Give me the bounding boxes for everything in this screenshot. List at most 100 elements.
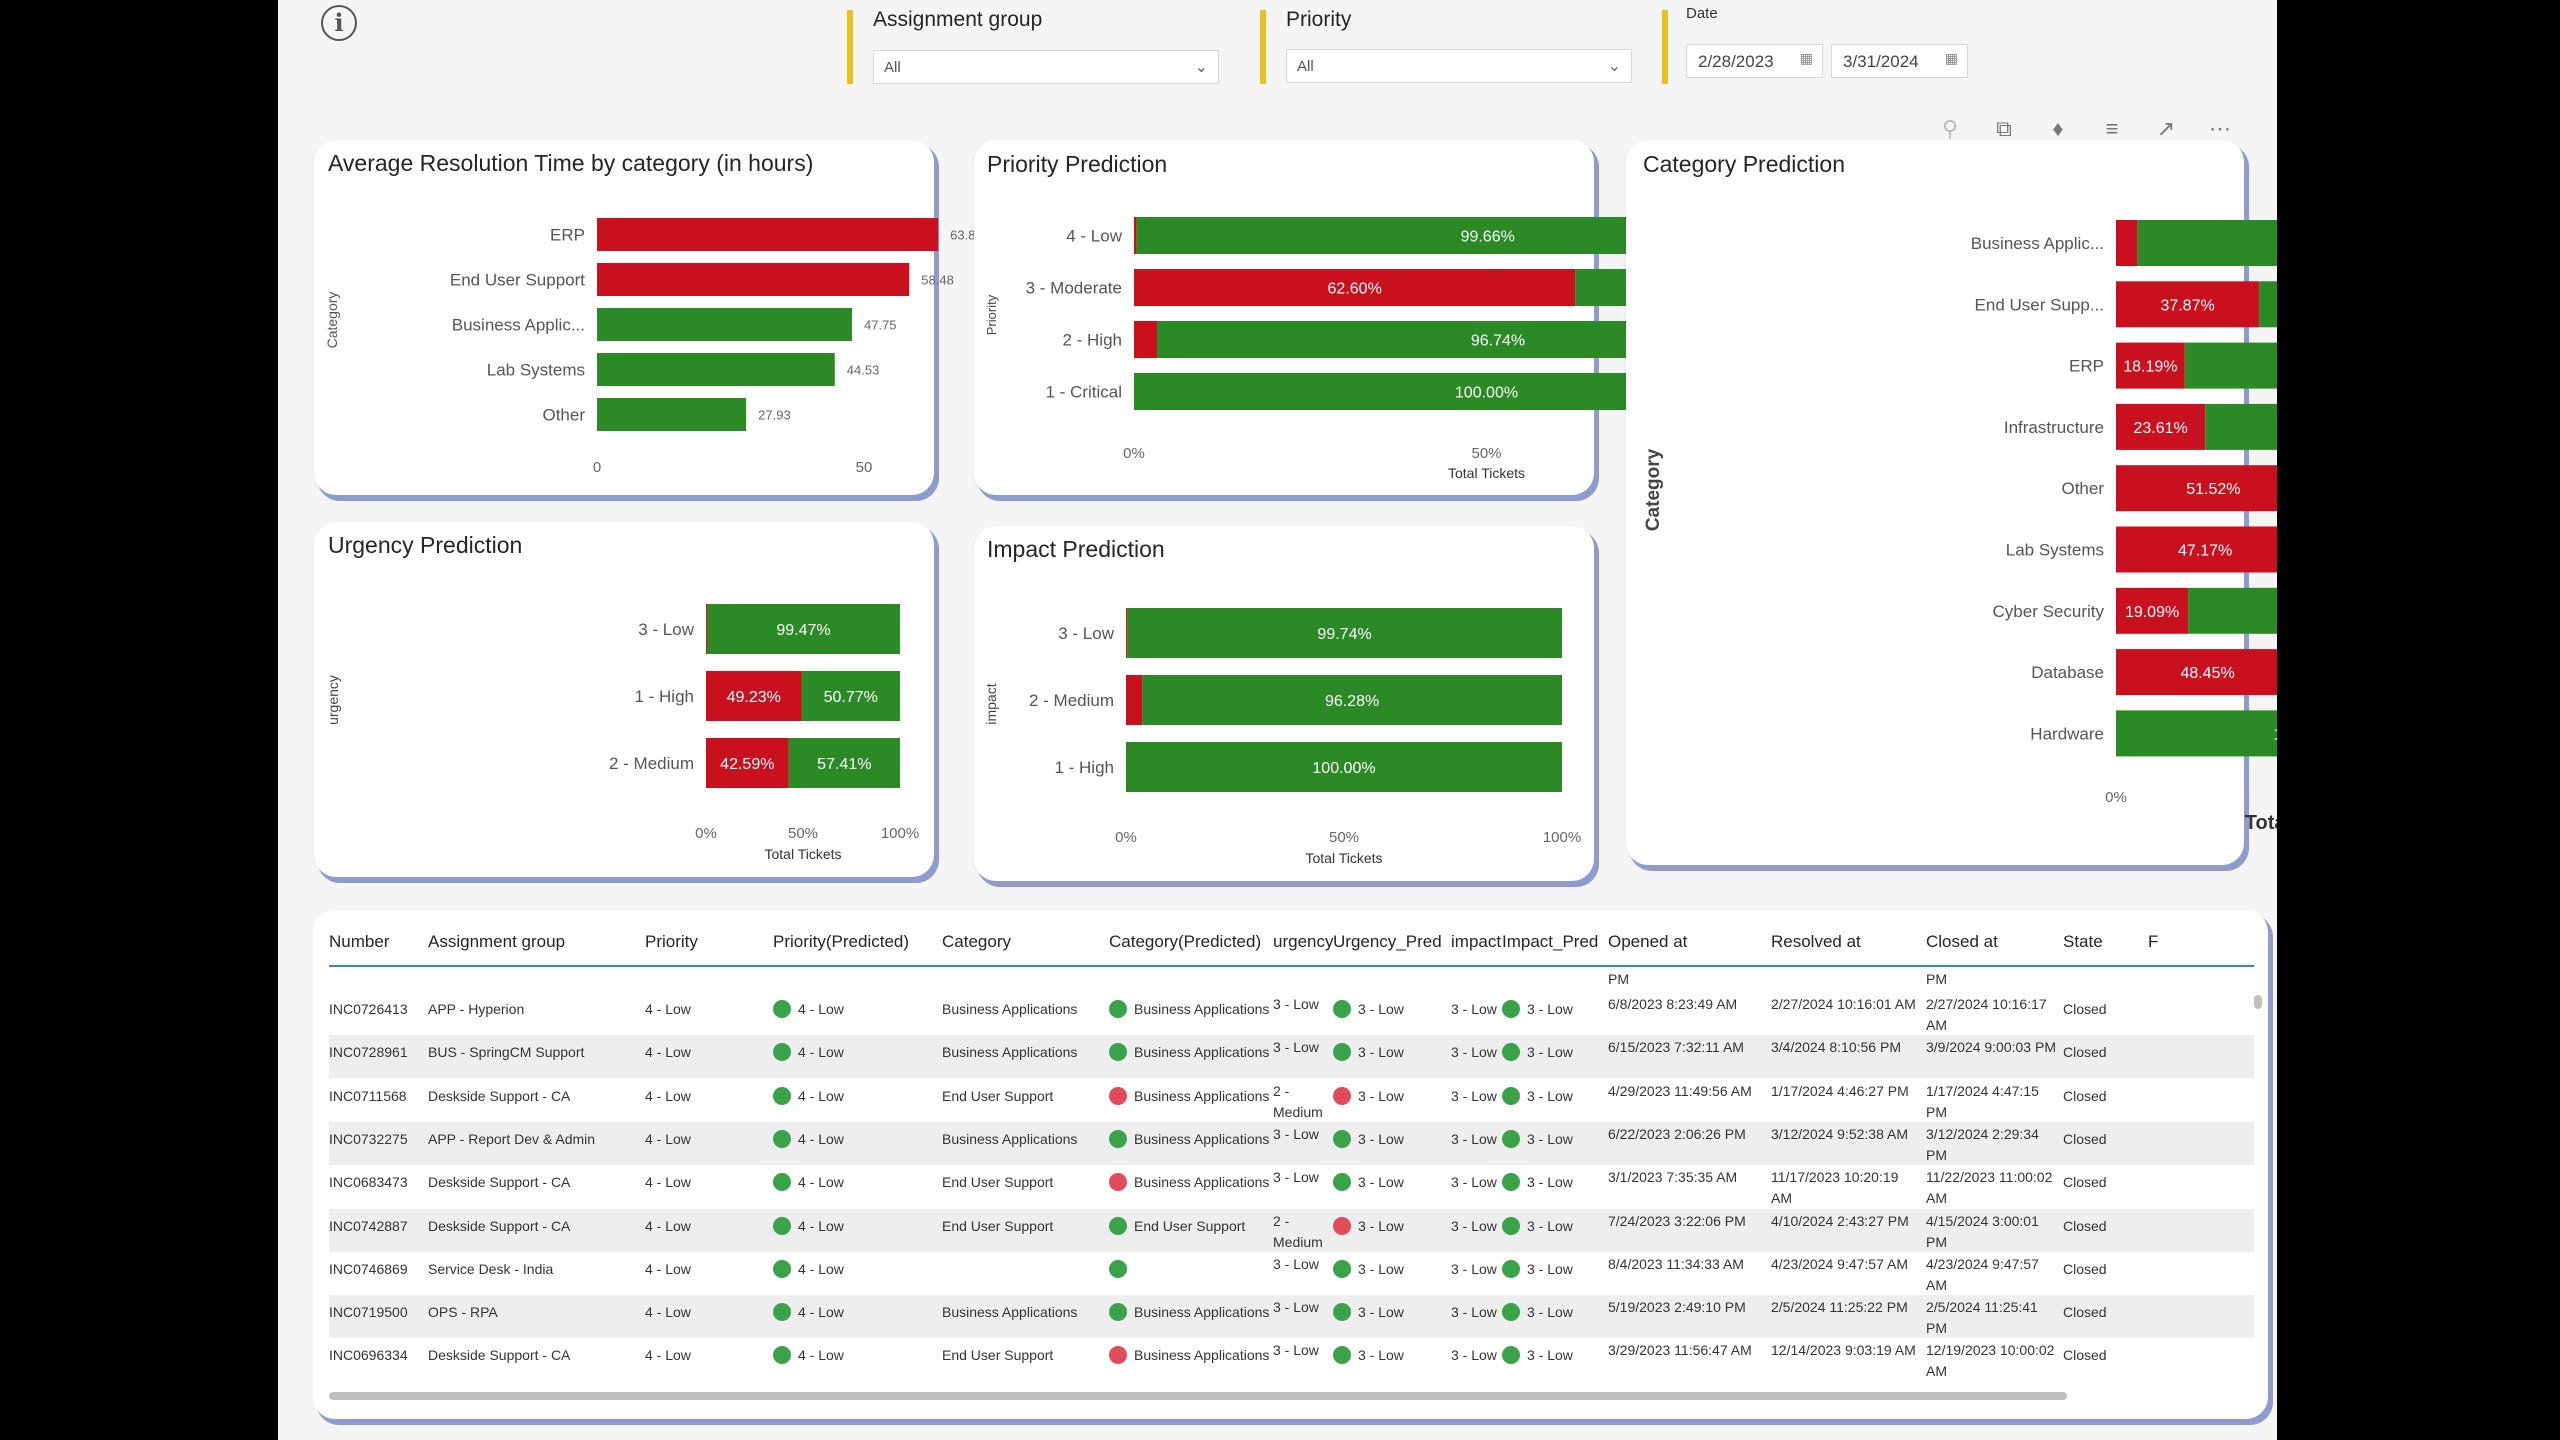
column-header[interactable]: Priority [645,932,698,951]
column-header[interactable]: Category(Predicted) [1109,932,1262,951]
assignment-group-dropdown[interactable]: All ⌄ [873,50,1219,84]
column-header[interactable]: Number [329,932,390,951]
vertical-scrollbar[interactable] [2254,995,2262,1009]
bar-segment-red [2116,465,2277,512]
table-row[interactable]: INC0732275 APP - Report Dev & Admin 4 - Lo… [329,1121,2254,1165]
cell-text: 6/8/2023 8:23:49 AM [1608,996,1738,1012]
urgency-prediction-card[interactable]: Urgency Prediction urgency 3 - Low 99.47% 1… [314,522,934,877]
header-divider [329,965,2254,967]
table-cell: 3 - Low [1502,1172,1573,1193]
cell-text: 4 - Low [645,1217,691,1234]
table-cell: Business Applications [1109,1345,1269,1366]
pin-icon[interactable]: ⚲ [1941,116,1959,141]
status-dot-green [773,1043,791,1062]
cell-text: 8/4/2023 11:34:33 AM [1608,1255,1744,1272]
column-header[interactable]: impact [1451,932,1502,951]
date-end-value: 3/31/2024 [1843,52,1919,71]
bell-icon[interactable]: ♦ [2052,116,2064,141]
more-icon[interactable]: ⋯ [2209,116,2231,141]
column-header[interactable]: urgency [1273,932,1334,951]
category-label: Infrastructure [2004,418,2104,437]
column-header[interactable]: F [2148,932,2159,951]
avg-resolution-card[interactable]: Average Resolution Time by category (in … [314,140,983,495]
table-cell: 4 - Low [773,1302,844,1323]
bar-segment-green [2205,403,2277,450]
table-cell: 3 - Low [1451,1129,1497,1150]
category-prediction-card[interactable]: Category Prediction Category Business App… [1626,140,2277,865]
horizontal-scrollbar[interactable] [329,1392,2067,1400]
category-label: 1 - High [1054,758,1114,777]
cell-text: 3 - Low [1273,1169,1319,1186]
x-axis-label: Total Tickets [1448,465,1525,481]
expand-icon[interactable]: ↗ [2156,116,2176,141]
date-start-field[interactable]: 2/28/2023 ▦ [1686,44,1823,78]
bar-segment-green [2116,710,2277,757]
bar-segment-green [1126,742,1562,792]
table-cell: 3 - Low [1273,1124,1343,1145]
info-icon[interactable]: i [321,5,357,41]
table-row[interactable]: INC0683473 Deskside Support - CA 4 - Low 4 … [329,1165,2254,1208]
cell-text: INC0742887 [329,1217,408,1234]
cell-text: 1/17/2024 4:47:15 PM [1926,1082,2039,1120]
column-header[interactable]: Opened at [1608,932,1688,951]
table-cell: 3 - Low [1273,994,1343,1015]
column-header[interactable]: Assignment group [428,932,566,951]
calendar-icon[interactable]: ▦ [1799,50,1813,66]
column-header[interactable]: Priority(Predicted) [773,932,910,951]
priority-value: All [1297,58,1314,75]
table-row[interactable]: INC0742887 Deskside Support - CA 4 - Low 4 … [329,1208,2254,1253]
cell-text: INC0683473 [329,1174,408,1191]
calendar-icon[interactable]: ▦ [1944,50,1958,66]
priority-dropdown[interactable]: All ⌄ [1286,49,1632,83]
cell-text: End User Support [942,1347,1054,1364]
x-tick-label: 50% [788,825,818,842]
table-row[interactable]: INC0746869 Service Desk - India 4 - Low 4 -… [329,1252,2254,1295]
bar-endusersupport [597,263,910,296]
column-header[interactable]: Resolved at [1771,932,1861,951]
table-row[interactable]: INC0726413 APP - Hyperion 4 - Low 4 - Low Bu… [329,992,2254,1035]
data-label: 100.00% [1312,760,1375,777]
table-cell: 1/17/2024 4:47:15 PM [1926,1081,2056,1123]
cell-text: 4 - Low [798,1130,844,1147]
cell-text: 4/10/2024 2:43:27 PM [1771,1212,1909,1229]
status-dot-green [1502,1303,1520,1322]
data-label: 47.17% [2178,543,2232,560]
cell-text: 3 - Low [1358,1001,1404,1017]
cell-text: 3/12/2024 2:29:34 PM [1926,1125,2039,1163]
table-row[interactable]: INC0719500 OPS - RPA 4 - Low 4 - Low Busines… [329,1295,2254,1339]
table-row[interactable]: INC0728961 BUS - SpringCM Support 4 - Low 4… [329,1035,2254,1079]
category-label: Other [542,406,585,425]
priority-prediction-card[interactable]: Priority Prediction Priority 4 - Low 99.66… [974,140,1858,495]
table-cell: Business Applications [942,999,1077,1020]
cell-text: 3/29/2023 11:56:47 AM [1608,1342,1752,1359]
cell-text: Service Desk - India [428,1260,554,1277]
table-cell: Business Applications [1109,1129,1269,1150]
table-cell: Deskside Support - CA [428,1172,570,1193]
date-end-field[interactable]: 3/31/2024 ▦ [1831,44,1968,78]
table-cell: Deskside Support - CA [428,1345,570,1366]
urgency-prediction-chart: urgency 3 - Low 99.47% 1 - High 49.23% 50.77%… [325,604,919,862]
cell-text: 5/19/2023 2:49:10 PM [1608,1299,1746,1316]
assignment-group-value: All [884,59,901,76]
category-label: Business Applic... [1971,234,2104,253]
table-row[interactable]: INC0696334 Deskside Support - CA 4 - Low 4 … [329,1338,2254,1381]
column-header[interactable]: Urgency_Pred [1333,932,1442,951]
cell-text: 3 - Low [1451,1217,1497,1234]
impact-prediction-card[interactable]: Impact Prediction impact 3 - Low 99.74% 2 -… [974,526,1594,881]
copy-icon[interactable]: ⧉ [1996,116,2012,141]
table-cell: 2 - Medium [1273,1211,1343,1253]
cell-text: 7/24/2023 3:22:06 PM [1608,1212,1746,1229]
ticket-table[interactable]: Number Assignment group Priority Priority(P… [313,910,2268,1419]
table-cell: 3 - Low [1451,999,1497,1020]
cell-text: 4 - Low [645,1087,691,1104]
table-row[interactable]: INC0711568 Deskside Support - CA 4 - Low 4 … [329,1079,2254,1122]
date-slicer: Date 2/28/2023 ▦ 3/31/2024 ▦ [1662,5,1992,84]
table-cell: 3 - Low [1451,1216,1497,1237]
cell-text: 6/22/2023 2:06:26 PM [1608,1125,1746,1142]
column-header[interactable]: Impact_Pred [1502,932,1599,951]
column-header[interactable]: Category [942,932,1011,951]
filter-icon[interactable]: ≡ [2105,116,2119,141]
column-header[interactable]: State [2063,932,2103,951]
column-header[interactable]: Closed at [1926,932,1998,951]
table-cell: INC0726413 [329,999,408,1020]
